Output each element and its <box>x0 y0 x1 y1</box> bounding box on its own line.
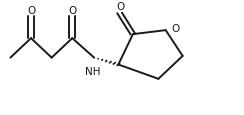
Text: O: O <box>172 24 180 34</box>
Text: O: O <box>68 6 76 16</box>
Text: NH: NH <box>85 66 101 76</box>
Text: O: O <box>117 2 125 12</box>
Text: O: O <box>27 6 35 16</box>
